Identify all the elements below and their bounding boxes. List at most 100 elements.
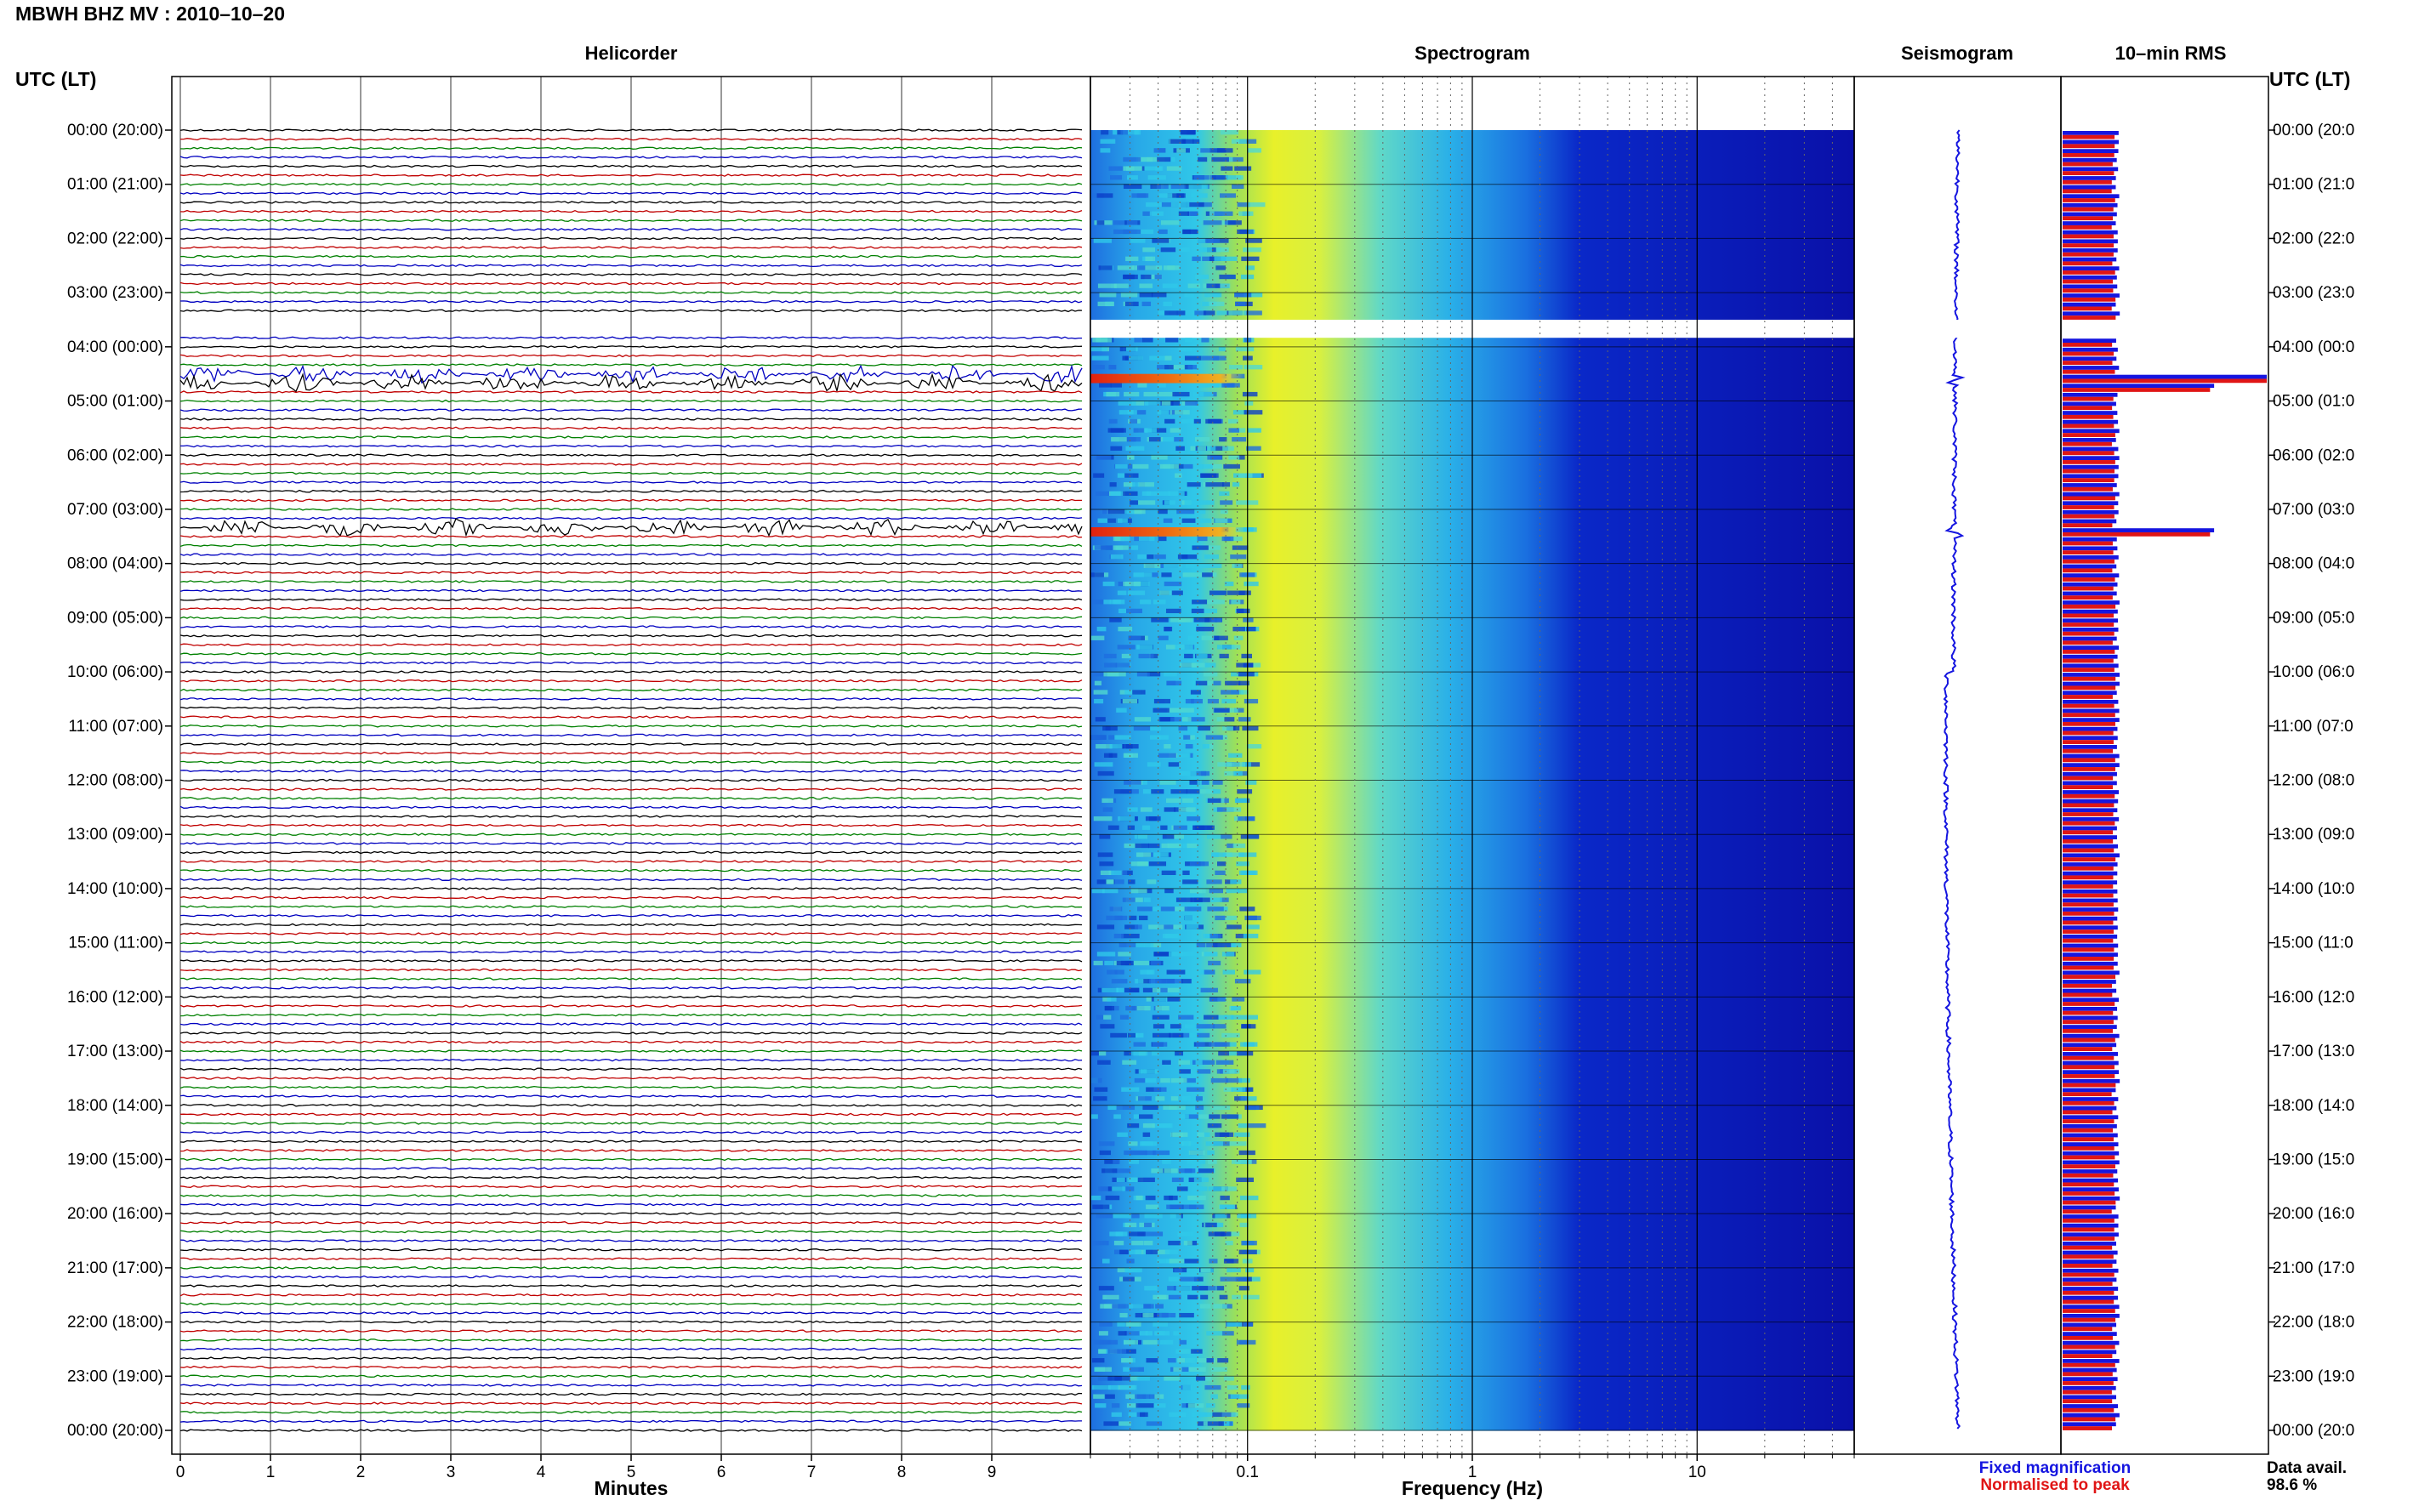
spectrogram-speckle [1122, 1376, 1139, 1381]
rms-bar-normalised [2063, 676, 2116, 681]
spectrogram-speckle [1110, 383, 1122, 388]
rms-bar-normalised [2063, 785, 2114, 790]
spectrogram-speckle [1240, 834, 1260, 839]
spectrogram-speckle [1212, 1024, 1227, 1029]
spectrogram-speckle [1149, 355, 1165, 361]
spectrogram-speckle [1134, 834, 1147, 839]
spectrogram-speckle [1134, 338, 1143, 343]
spectrogram-speckle [1157, 410, 1170, 415]
spectrogram-speckle [1197, 536, 1208, 542]
helicorder-trace-line [179, 1175, 1083, 1179]
rms-bar-fixed [2063, 366, 2120, 370]
rms-bar-fixed [2063, 880, 2118, 885]
spectrogram-speckle [1177, 1231, 1194, 1236]
spectrogram-speckle [1238, 590, 1251, 595]
spectrogram-speckle [1205, 744, 1214, 749]
spectrogram-speckle [1225, 175, 1242, 180]
spectrogram-speckle [1117, 265, 1135, 270]
spectrogram-speckle [1234, 166, 1252, 171]
rms-bar-normalised [2063, 171, 2114, 176]
spectrogram-speckle [1107, 1384, 1119, 1390]
spectrogram-speckle [1246, 1015, 1258, 1020]
spectrogram-speckle [1214, 211, 1233, 216]
helicorder-trace-line [179, 598, 1083, 601]
spectrogram-speckle [1160, 220, 1180, 225]
rms-bar-normalised [2063, 1372, 2113, 1377]
spectrogram-speckle [1246, 500, 1259, 505]
helicorder-trace-line [179, 796, 1083, 800]
spectrogram-speckle [1245, 1267, 1255, 1273]
spectrogram-speckle [1241, 690, 1249, 695]
rms-bar-normalised [2063, 965, 2114, 970]
spectrogram-speckle [1150, 184, 1161, 190]
spectrogram-speckle [1176, 1186, 1188, 1191]
rms-bar-normalised [2063, 758, 2115, 763]
spectrogram-speckle [1142, 338, 1153, 343]
spectrogram-speckle [1158, 924, 1174, 929]
spectrogram-speckle [1114, 915, 1128, 921]
spectrogram-speckle [1145, 1231, 1164, 1236]
freq-tick-label: 1 [1468, 1464, 1477, 1481]
helicorder-trace-line [179, 1194, 1083, 1197]
spectrogram-speckle [1219, 274, 1236, 280]
spectrogram-speckle [1141, 274, 1152, 280]
rms-bar-fixed [2063, 546, 2118, 551]
rms-bar-fixed [2063, 816, 2120, 821]
spectrogram-speckle [1247, 1123, 1266, 1128]
spectrogram-speckle [1218, 1051, 1230, 1056]
rms-bar-normalised [2063, 1074, 2115, 1078]
helicorder-trace-line [179, 1356, 1083, 1360]
spectrogram-speckle [1111, 1403, 1120, 1408]
spectrogram-speckle [1237, 1403, 1250, 1408]
spectrogram-speckle [1188, 1150, 1205, 1156]
spectrogram-speckle [1164, 1376, 1180, 1381]
rms-bar-fixed [2063, 781, 2117, 786]
spectrogram-speckle [1155, 166, 1163, 171]
spectrogram-speckle [1179, 770, 1197, 776]
spectrogram-speckle [1136, 193, 1149, 198]
spectrogram-speckle [1161, 410, 1177, 415]
spectrogram-speckle [1244, 365, 1263, 370]
spectrogram-speckle [1238, 1286, 1249, 1291]
spectrogram-speckle [1246, 744, 1262, 749]
spectrogram-speckle [1142, 1339, 1158, 1345]
spectrogram-speckle [1178, 211, 1190, 216]
spectrogram-speckle [1213, 238, 1229, 243]
spectrogram-speckle [1142, 789, 1155, 794]
rms-bar-fixed [2063, 1259, 2117, 1265]
spectrogram-speckle [1107, 1105, 1123, 1111]
spectrogram-speckle [1109, 1231, 1124, 1236]
spectrogram-speckle [1122, 1060, 1137, 1065]
rms-bar-fixed [2063, 1133, 2118, 1138]
rms-bar-normalised [2063, 875, 2114, 880]
spectrogram-speckle [1243, 1294, 1260, 1300]
helicorder-trace-line [179, 1167, 1083, 1170]
spectrogram-speckle [1220, 283, 1231, 288]
spectrogram-speckle [1118, 816, 1136, 821]
rms-bar-normalised [2063, 469, 2115, 474]
spectrogram-speckle [1131, 1331, 1148, 1336]
spectrogram-speckle [1231, 600, 1241, 605]
time-label-right: 03:00 (23:0 [2273, 284, 2354, 302]
helicorder-trace-line [179, 588, 1083, 593]
spectrogram-speckle [1090, 572, 1104, 577]
spectrogram-speckle [1241, 256, 1260, 261]
spectrogram-speckle [1192, 256, 1201, 261]
spectrogram-speckle [1227, 1267, 1241, 1273]
spectrogram-speckle [1225, 680, 1241, 686]
spectrogram-speckle [1124, 924, 1139, 929]
rms-bar-normalised [2063, 703, 2114, 708]
rms-bar-fixed [2063, 573, 2120, 578]
rms-bar-normalised [2063, 685, 2116, 691]
spectrogram-speckle [1113, 600, 1125, 605]
rms-bar-fixed [2063, 311, 2120, 316]
rms-bar-fixed [2063, 753, 2120, 759]
helicorder-trace-line [180, 444, 1083, 448]
rms-bar-normalised [2063, 179, 2112, 185]
helicorder-trace-line [179, 390, 1083, 394]
spectrogram-speckle [1204, 969, 1215, 975]
spectrogram-speckle [1153, 1024, 1164, 1029]
spectrogram-speckle [1099, 1322, 1113, 1327]
spectrogram-speckle [1126, 166, 1145, 171]
spectrogram-speckle [1123, 482, 1133, 487]
